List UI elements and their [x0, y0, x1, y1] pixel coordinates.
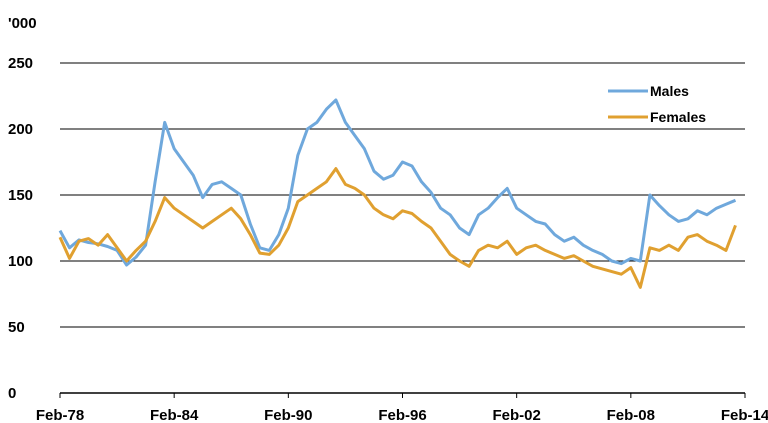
- y-tick-label: 100: [8, 253, 33, 270]
- y-tick-label: 50: [8, 319, 25, 336]
- x-tick-label: Feb-90: [264, 407, 312, 423]
- y-tick-labels: 0 50 100 150 200 250: [8, 55, 33, 402]
- y-tick-label: 150: [8, 187, 33, 204]
- y-tick-label: 250: [8, 55, 33, 72]
- y-tick-label: 200: [8, 121, 33, 138]
- legend-label: Females: [650, 109, 706, 125]
- x-tick-label: Feb-02: [492, 407, 540, 423]
- x-tick-label: Feb-84: [150, 407, 199, 423]
- y-tick-label: 0: [8, 385, 16, 402]
- legend-label: Males: [650, 83, 689, 99]
- series-line-males: [58, 98, 737, 267]
- series-layer: [58, 98, 737, 289]
- series-line-females: [58, 167, 737, 289]
- x-tick-label: Feb-14: [721, 407, 768, 423]
- x-tick-label: Feb-96: [378, 407, 426, 423]
- x-axis: Feb-78 Feb-84 Feb-90 Feb-96 Feb-02 Feb-08 Feb-…: [36, 392, 768, 423]
- x-tick-label: Feb-78: [36, 407, 84, 423]
- gridlines: [60, 62, 745, 328]
- y-unit-label: '000: [8, 15, 37, 32]
- legend: Males Females: [608, 83, 706, 125]
- x-tick-label: Feb-08: [607, 407, 655, 423]
